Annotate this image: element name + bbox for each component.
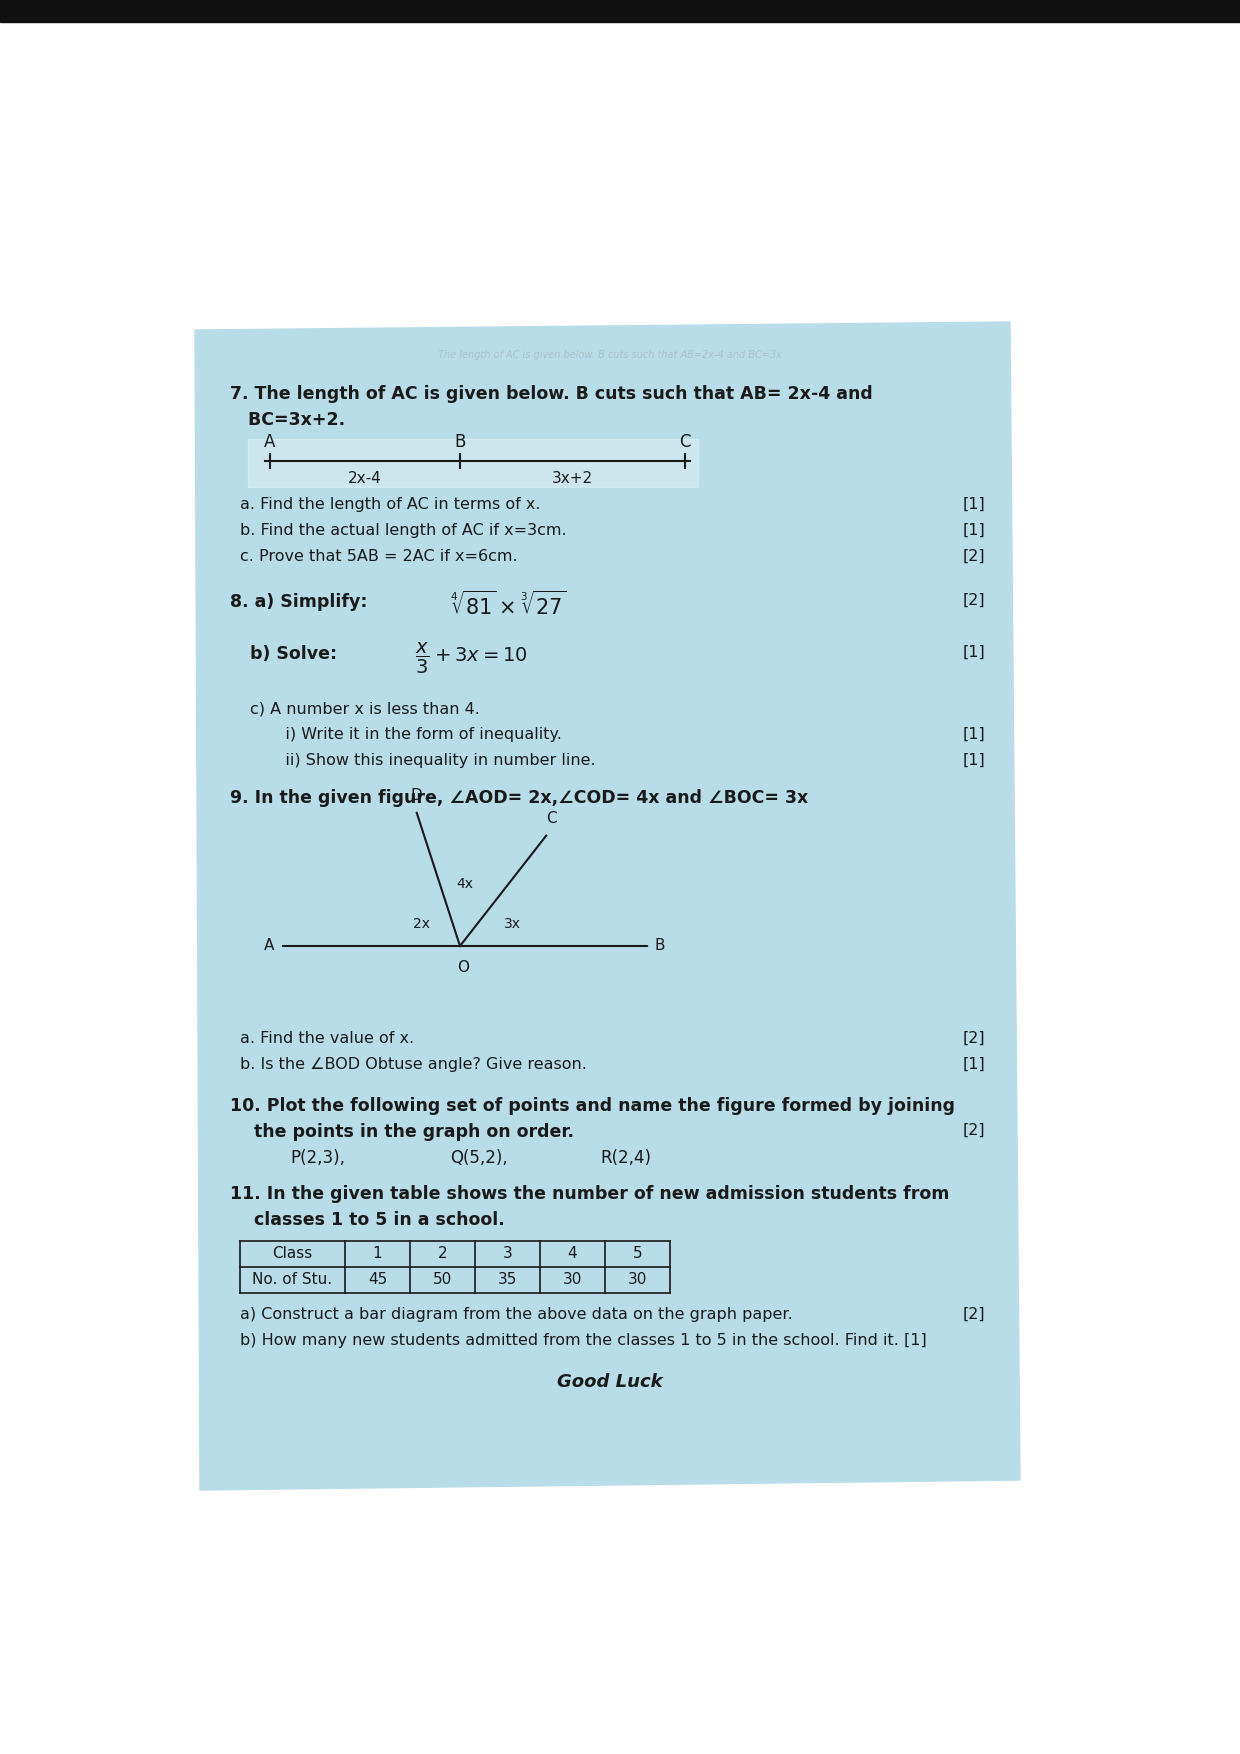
Text: [2]: [2] [962,1307,985,1323]
Text: c. Prove that 5AB = 2AC if x=6cm.: c. Prove that 5AB = 2AC if x=6cm. [241,549,517,565]
Text: a. Find the value of x.: a. Find the value of x. [241,1031,414,1045]
Text: 2x-4: 2x-4 [348,472,382,486]
Text: 35: 35 [497,1272,517,1287]
Text: [2]: [2] [962,1031,985,1045]
Text: 45: 45 [368,1272,387,1287]
Bar [248,438,698,488]
Text: 2x: 2x [413,917,430,931]
Text: the points in the graph on order.: the points in the graph on order. [229,1123,574,1142]
Text: 3x: 3x [503,917,521,931]
Text: i) Write it in the form of inequality.: i) Write it in the form of inequality. [270,726,562,742]
Text: [1]: [1] [962,496,985,512]
Text: [1]: [1] [962,523,985,538]
Text: 3x+2: 3x+2 [552,472,593,486]
Text: 4: 4 [568,1247,578,1261]
Text: b) Solve:: b) Solve: [250,645,337,663]
Text: Q(5,2),: Q(5,2), [450,1149,507,1166]
Text: [1]: [1] [962,1058,985,1072]
Text: 8. a) Simplify:: 8. a) Simplify: [229,593,367,610]
Text: 5: 5 [632,1247,642,1261]
Text: [2]: [2] [962,1123,985,1138]
Text: Good Luck: Good Luck [557,1373,663,1391]
Text: 30: 30 [627,1272,647,1287]
Text: Class: Class [273,1247,312,1261]
Text: [1]: [1] [962,752,985,768]
Text: 4x: 4x [456,877,474,891]
Text: 11. In the given table shows the number of new admission students from: 11. In the given table shows the number … [229,1186,950,1203]
Text: C: C [680,433,691,451]
Text: A: A [264,938,274,954]
Polygon shape [195,323,1021,1489]
Text: a) Construct a bar diagram from the above data on the graph paper.: a) Construct a bar diagram from the abov… [241,1307,792,1323]
Text: $\dfrac{x}{3} + 3x = 10$: $\dfrac{x}{3} + 3x = 10$ [415,640,527,675]
Text: 30: 30 [563,1272,583,1287]
Text: 10. Plot the following set of points and name the figure formed by joining: 10. Plot the following set of points and… [229,1096,955,1116]
Text: [1]: [1] [962,645,985,660]
Text: R(2,4): R(2,4) [600,1149,651,1166]
Text: ii) Show this inequality in number line.: ii) Show this inequality in number line. [270,752,595,768]
Bar [0,0,1240,23]
Text: P(2,3),: P(2,3), [290,1149,345,1166]
Text: B: B [655,938,666,954]
Text: BC=3x+2.: BC=3x+2. [229,410,345,430]
Text: b) How many new students admitted from the classes 1 to 5 in the school. Find it: b) How many new students admitted from t… [241,1333,926,1349]
Text: 9. In the given figure, ∠AOD= 2x,∠COD= 4x and ∠BOC= 3x: 9. In the given figure, ∠AOD= 2x,∠COD= 4… [229,789,808,807]
Text: [2]: [2] [962,593,985,609]
Text: [2]: [2] [962,549,985,565]
Text: 50: 50 [433,1272,453,1287]
Text: c) A number x is less than 4.: c) A number x is less than 4. [250,702,480,716]
Text: B: B [454,433,466,451]
Text: b. Is the ∠BOD Obtuse angle? Give reason.: b. Is the ∠BOD Obtuse angle? Give reason… [241,1058,587,1072]
Text: 7. The length of AC is given below. B cuts such that AB= 2x-4 and: 7. The length of AC is given below. B cu… [229,384,873,403]
Text: 2: 2 [438,1247,448,1261]
Text: a. Find the length of AC in terms of x.: a. Find the length of AC in terms of x. [241,496,541,512]
Text: b. Find the actual length of AC if x=3cm.: b. Find the actual length of AC if x=3cm… [241,523,567,538]
Text: No. of Stu.: No. of Stu. [253,1272,332,1287]
Text: $\sqrt[4]{81} \times \sqrt[3]{27}$: $\sqrt[4]{81} \times \sqrt[3]{27}$ [450,591,567,619]
Text: 3: 3 [502,1247,512,1261]
Text: O: O [458,959,469,975]
Text: [1]: [1] [962,726,985,742]
Text: D: D [410,788,423,803]
Text: C: C [546,810,557,826]
Text: The length of AC is given below. B cuts such that AB=2x-4 and BC=3x: The length of AC is given below. B cuts … [438,351,782,360]
Text: 1: 1 [373,1247,382,1261]
Text: A: A [264,433,275,451]
Text: classes 1 to 5 in a school.: classes 1 to 5 in a school. [229,1210,505,1230]
